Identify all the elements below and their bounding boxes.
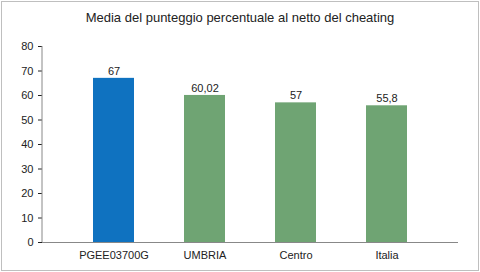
svg-text:20: 20 bbox=[21, 187, 33, 199]
svg-text:70: 70 bbox=[21, 65, 33, 77]
svg-text:55,8: 55,8 bbox=[376, 92, 397, 104]
svg-text:Italia: Italia bbox=[375, 249, 399, 261]
svg-text:PGEE03700G: PGEE03700G bbox=[79, 249, 149, 261]
svg-text:60: 60 bbox=[21, 89, 33, 101]
svg-text:Centro: Centro bbox=[279, 249, 312, 261]
svg-text:30: 30 bbox=[21, 163, 33, 175]
svg-text:UMBRIA: UMBRIA bbox=[184, 249, 227, 261]
svg-text:60,02: 60,02 bbox=[191, 82, 219, 94]
svg-text:10: 10 bbox=[21, 212, 33, 224]
svg-text:40: 40 bbox=[21, 138, 33, 150]
html-text:Media del punteggio percentual: Media del punteggio percentuale al netto… bbox=[85, 10, 395, 25]
svg-text:0: 0 bbox=[27, 236, 33, 248]
svg-text:57: 57 bbox=[290, 89, 302, 101]
svg-text:67: 67 bbox=[108, 65, 120, 77]
svg-text:50: 50 bbox=[21, 114, 33, 126]
svg-text:80: 80 bbox=[21, 40, 33, 52]
